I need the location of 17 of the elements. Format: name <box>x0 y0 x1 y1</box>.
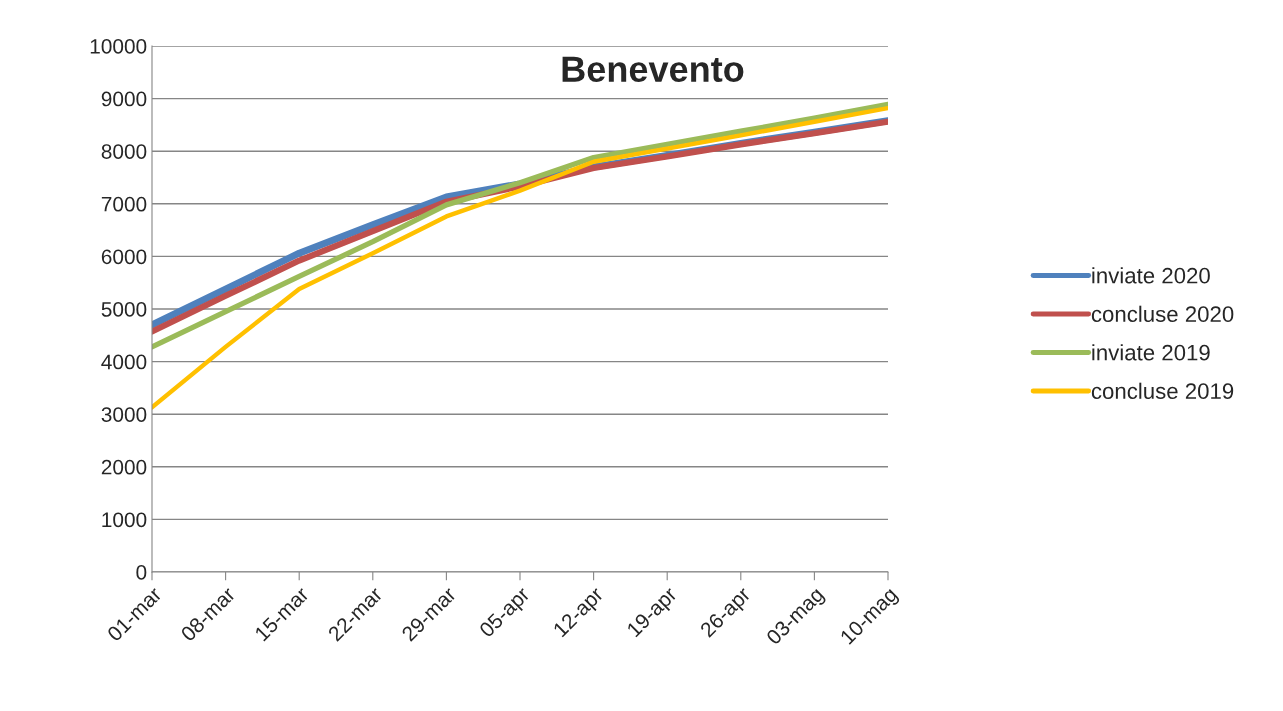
y-tick-label: 10000 <box>90 39 147 54</box>
y-tick-label: 4000 <box>101 354 147 370</box>
y-tick-label: 0 <box>136 565 147 580</box>
legend-label: inviate 2020 <box>1092 267 1210 284</box>
legend-label: inviate 2019 <box>1092 344 1210 361</box>
legend-label: concluse 2019 <box>1091 382 1234 399</box>
y-tick-label: 5000 <box>101 302 147 317</box>
y-tick-label: 3000 <box>101 407 147 422</box>
line-series <box>152 105 888 410</box>
y-tick-label: 1000 <box>102 512 147 528</box>
y-tick-label: 8000 <box>101 144 147 159</box>
chart-title: Benevento <box>562 56 744 82</box>
y-tick-label: 2000 <box>101 459 147 475</box>
y-tick-label: 9000 <box>101 91 147 107</box>
y-tick-label: 7000 <box>101 196 147 212</box>
y-tick-label: 6000 <box>101 249 147 265</box>
legend-label: concluse 2020 <box>1091 305 1234 323</box>
